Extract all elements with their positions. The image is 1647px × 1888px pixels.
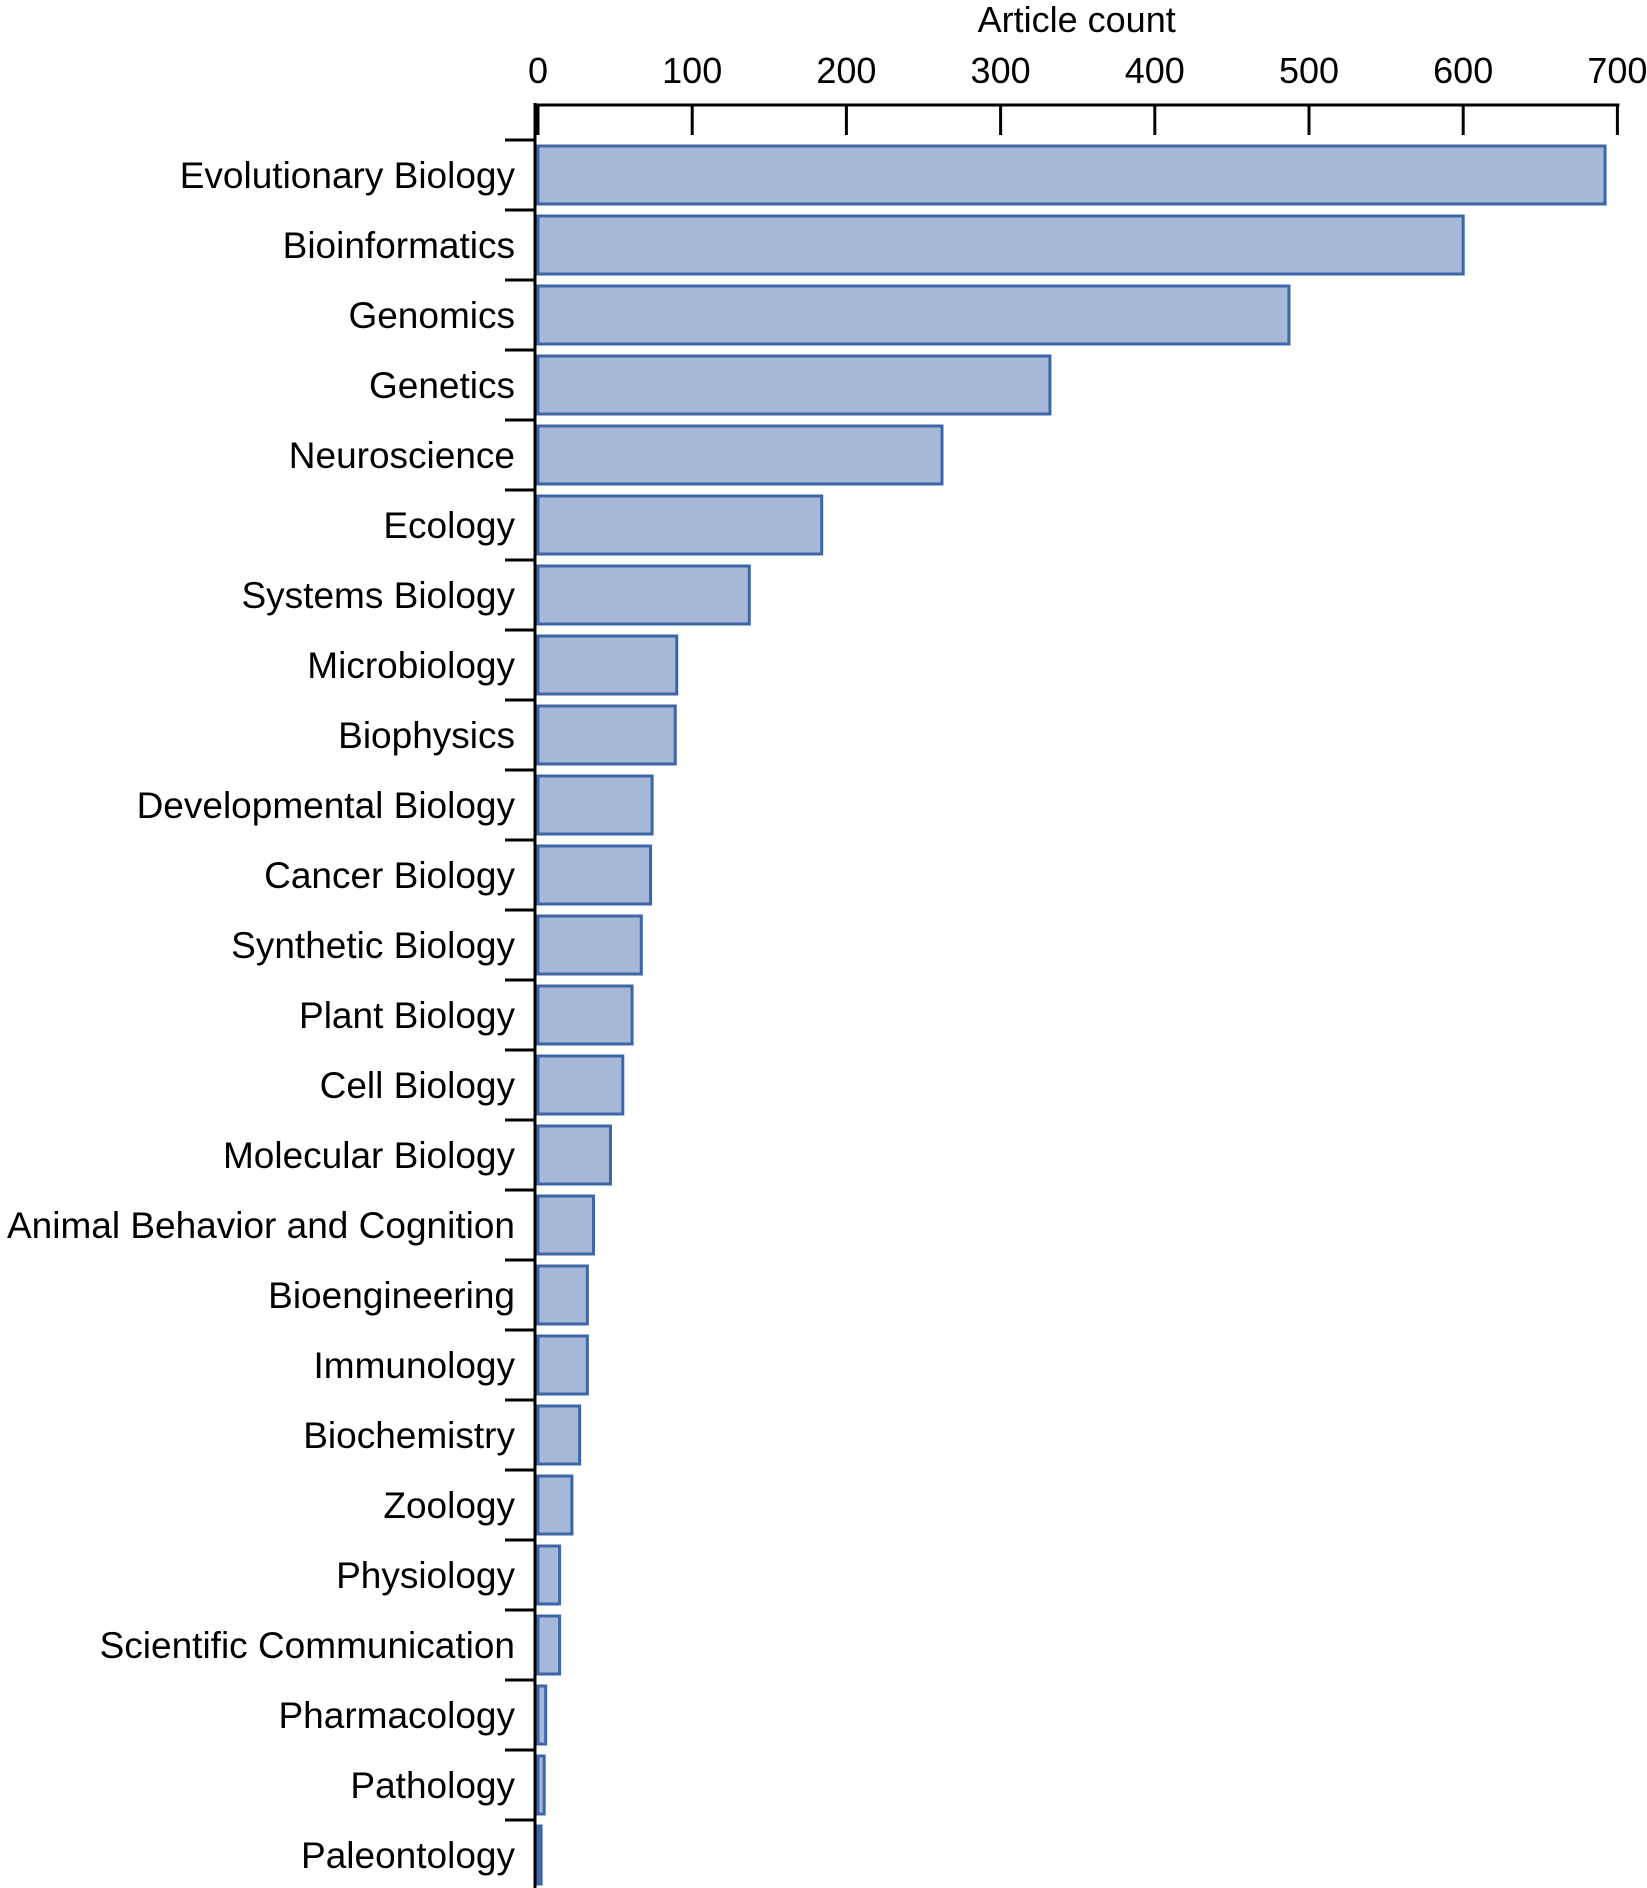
bar-paleontology	[536, 1824, 543, 1886]
bar-synthetic-biology	[536, 914, 643, 976]
bar-physiology	[536, 1544, 562, 1606]
bar-systems-biology	[536, 564, 751, 626]
category-label: Bioinformatics	[283, 225, 515, 266]
bar-cancer-biology	[536, 844, 653, 906]
category-label: Evolutionary Biology	[180, 155, 516, 196]
bar-biochemistry	[536, 1404, 582, 1466]
bar-animal-behavior-and-cognition	[536, 1194, 596, 1256]
bar-bioinformatics	[536, 214, 1465, 276]
category-label: Immunology	[313, 1345, 515, 1386]
bar-pathology	[536, 1754, 546, 1816]
x-tick-label: 600	[1433, 50, 1493, 91]
x-tick-label: 0	[528, 50, 548, 91]
category-label: Paleontology	[301, 1835, 515, 1876]
category-label: Plant Biology	[299, 995, 515, 1036]
bar-neuroscience	[536, 424, 944, 486]
category-label: Biophysics	[338, 715, 515, 756]
category-label: Genomics	[348, 295, 515, 336]
bar-genomics	[536, 284, 1291, 346]
category-label: Ecology	[383, 505, 515, 546]
category-label: Cancer Biology	[264, 855, 515, 896]
bar-plant-biology	[536, 984, 634, 1046]
bar-immunology	[536, 1334, 589, 1396]
category-label: Scientific Communication	[100, 1625, 515, 1666]
category-label: Genetics	[369, 365, 515, 406]
category-label: Microbiology	[307, 645, 515, 686]
x-tick-label: 300	[971, 50, 1031, 91]
x-tick-label: 100	[662, 50, 722, 91]
category-label: Developmental Biology	[137, 785, 516, 826]
category-label: Systems Biology	[242, 575, 516, 616]
category-label: Pathology	[350, 1765, 515, 1806]
category-label: Neuroscience	[289, 435, 515, 476]
bar-ecology	[536, 494, 824, 556]
category-label: Biochemistry	[303, 1415, 515, 1456]
bar-zoology	[536, 1474, 574, 1536]
category-label: Pharmacology	[278, 1695, 515, 1736]
category-label: Cell Biology	[320, 1065, 516, 1106]
bar-scientific-communication	[536, 1614, 562, 1676]
bar-developmental-biology	[536, 774, 654, 836]
category-label: Animal Behavior and Cognition	[7, 1205, 515, 1246]
bar-molecular-biology	[536, 1124, 612, 1186]
axis-layer	[505, 103, 1620, 1888]
bar-layer	[536, 144, 1607, 1886]
category-label: Zoology	[383, 1485, 515, 1526]
category-label: Bioengineering	[268, 1275, 515, 1316]
bar-pharmacology	[536, 1684, 548, 1746]
x-tick-label: 700	[1587, 50, 1647, 91]
x-tick-label: 200	[816, 50, 876, 91]
category-label: Molecular Biology	[223, 1135, 516, 1176]
bar-evolutionary-biology	[536, 144, 1607, 206]
x-tick-label: 400	[1125, 50, 1185, 91]
bar-cell-biology	[536, 1054, 625, 1116]
bar-biophysics	[536, 704, 677, 766]
category-label: Physiology	[336, 1555, 515, 1596]
category-label: Synthetic Biology	[231, 925, 515, 966]
x-tick-label: 500	[1279, 50, 1339, 91]
label-layer: 0 100 200 300 400 500 600 700 Evolutionary Biolo…	[7, 50, 1647, 1876]
bar-microbiology	[536, 634, 679, 696]
bar-bioengineering	[536, 1264, 589, 1326]
bar-genetics	[536, 354, 1052, 416]
x-axis-title: Article count	[978, 0, 1176, 40]
